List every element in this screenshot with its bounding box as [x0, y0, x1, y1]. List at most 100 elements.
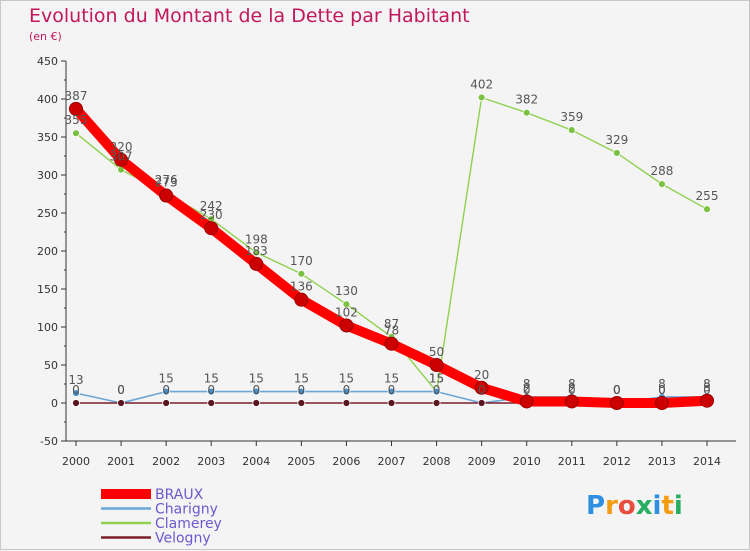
data-label-braux: 2	[523, 381, 531, 395]
legend-label: Velogny	[155, 531, 211, 547]
data-point-braux	[339, 318, 354, 333]
x-tick-label: 2011	[558, 455, 586, 468]
data-label-charigny: 0	[117, 383, 125, 397]
legend-label: BRAUX	[155, 487, 204, 503]
data-label-charigny: 8	[523, 377, 531, 391]
data-label-clamerey: 170	[290, 254, 313, 268]
data-label-braux: 50	[429, 345, 444, 359]
y-tick-label: 200	[37, 245, 58, 258]
x-tick-label: 2005	[287, 455, 315, 468]
data-point-velogny	[162, 399, 171, 407]
data-point-braux	[69, 101, 83, 116]
data-point-braux	[700, 393, 714, 408]
x-tick-label: 2004	[242, 455, 270, 468]
y-tick-label: 300	[37, 169, 58, 182]
data-label-velogny: 0	[388, 383, 396, 397]
data-point-braux	[564, 394, 579, 409]
data-label-clamerey: 130	[335, 284, 358, 298]
data-point-charigny	[72, 389, 80, 398]
data-label-velogny: 0	[298, 383, 306, 397]
data-point-clamerey	[658, 180, 666, 189]
data-label-charigny: 8	[568, 377, 576, 391]
data-label-charigny: 15	[204, 372, 219, 386]
data-label-charigny: 15	[429, 372, 444, 386]
data-point-velogny	[72, 399, 80, 407]
proxiti-logo: Proxiti	[586, 491, 683, 521]
data-label-clamerey: 15	[429, 372, 444, 386]
data-label-velogny: 0	[117, 383, 125, 397]
data-point-velogny	[387, 399, 396, 407]
data-label-velogny: 0	[613, 383, 621, 397]
data-label-velogny: 0	[703, 383, 711, 397]
data-point-charigny	[342, 387, 351, 396]
x-tick-label: 2012	[603, 455, 631, 468]
data-label-charigny: 15	[384, 372, 399, 386]
data-label-charigny: 15	[294, 372, 309, 386]
data-point-charigny	[162, 387, 171, 396]
data-label-braux: 320	[110, 140, 133, 154]
data-point-clamerey	[72, 129, 80, 138]
y-tick-label: 350	[37, 131, 58, 144]
data-point-clamerey	[522, 108, 531, 117]
x-tick-label: 2001	[107, 455, 135, 468]
data-label-clamerey: 242	[200, 199, 223, 213]
data-label-braux: 78	[384, 324, 399, 338]
data-point-clamerey	[703, 205, 711, 214]
data-label-braux: 136	[290, 280, 313, 294]
x-tick-label: 2002	[152, 455, 180, 468]
x-tick-label: 2009	[468, 455, 496, 468]
data-label-charigny: 15	[249, 372, 264, 386]
data-label-charigny: 8	[658, 377, 666, 391]
data-label-braux: 2	[568, 381, 576, 395]
y-tick-label: 250	[37, 207, 58, 220]
data-label-clamerey: 329	[605, 133, 628, 147]
data-label-braux: 3	[703, 381, 711, 395]
data-label-velogny: 0	[478, 383, 486, 397]
x-tick-label: 2014	[693, 455, 721, 468]
data-label-braux: 230	[200, 208, 223, 222]
x-tick-label: 2013	[648, 455, 676, 468]
data-point-braux	[159, 188, 174, 203]
data-label-charigny: 15	[339, 372, 354, 386]
chart-subtitle: (en €)	[29, 30, 62, 43]
data-label-charigny: 8	[703, 377, 711, 391]
data-label-charigny: 13	[68, 373, 83, 387]
data-label-clamerey: 255	[696, 189, 719, 203]
y-tick-label: 450	[37, 55, 58, 68]
series-line-braux	[71, 103, 712, 408]
data-point-clamerey	[612, 149, 621, 157]
x-tick-label: 2003	[197, 455, 225, 468]
x-tick-label: 2000	[62, 455, 90, 468]
data-label-clamerey: 276	[155, 173, 178, 187]
data-point-velogny	[252, 399, 261, 407]
data-point-charigny	[297, 387, 306, 396]
data-label-velogny: 0	[207, 383, 215, 397]
chart-title: Evolution du Montant de la Dette par Hab…	[29, 5, 470, 27]
data-label-charigny: 0	[613, 383, 621, 397]
data-point-braux	[429, 358, 444, 372]
data-label-velogny: 0	[568, 383, 576, 397]
data-point-velogny	[117, 399, 125, 407]
data-label-braux: 273	[155, 176, 178, 190]
data-label-braux: 0	[613, 383, 621, 397]
data-point-braux	[474, 380, 489, 395]
x-tick-label: 2008	[423, 455, 451, 468]
data-label-braux: 387	[65, 89, 88, 103]
data-point-braux	[654, 396, 669, 410]
data-point-velogny	[297, 399, 306, 407]
x-tick-label: 2007	[378, 455, 406, 468]
data-point-clamerey	[252, 248, 261, 257]
x-tick-label: 2010	[513, 455, 541, 468]
data-point-braux	[609, 396, 624, 410]
data-label-braux: 102	[335, 305, 358, 319]
data-point-velogny	[207, 399, 216, 407]
x-tick-label: 2006	[332, 455, 360, 468]
data-label-velogny: 0	[162, 383, 170, 397]
legend-label: Charigny	[155, 502, 218, 518]
data-point-clamerey	[342, 300, 351, 309]
y-tick-label: 0	[51, 397, 58, 410]
data-label-clamerey: 87	[384, 317, 399, 331]
data-point-braux	[249, 256, 264, 271]
data-label-velogny: 0	[658, 383, 666, 397]
